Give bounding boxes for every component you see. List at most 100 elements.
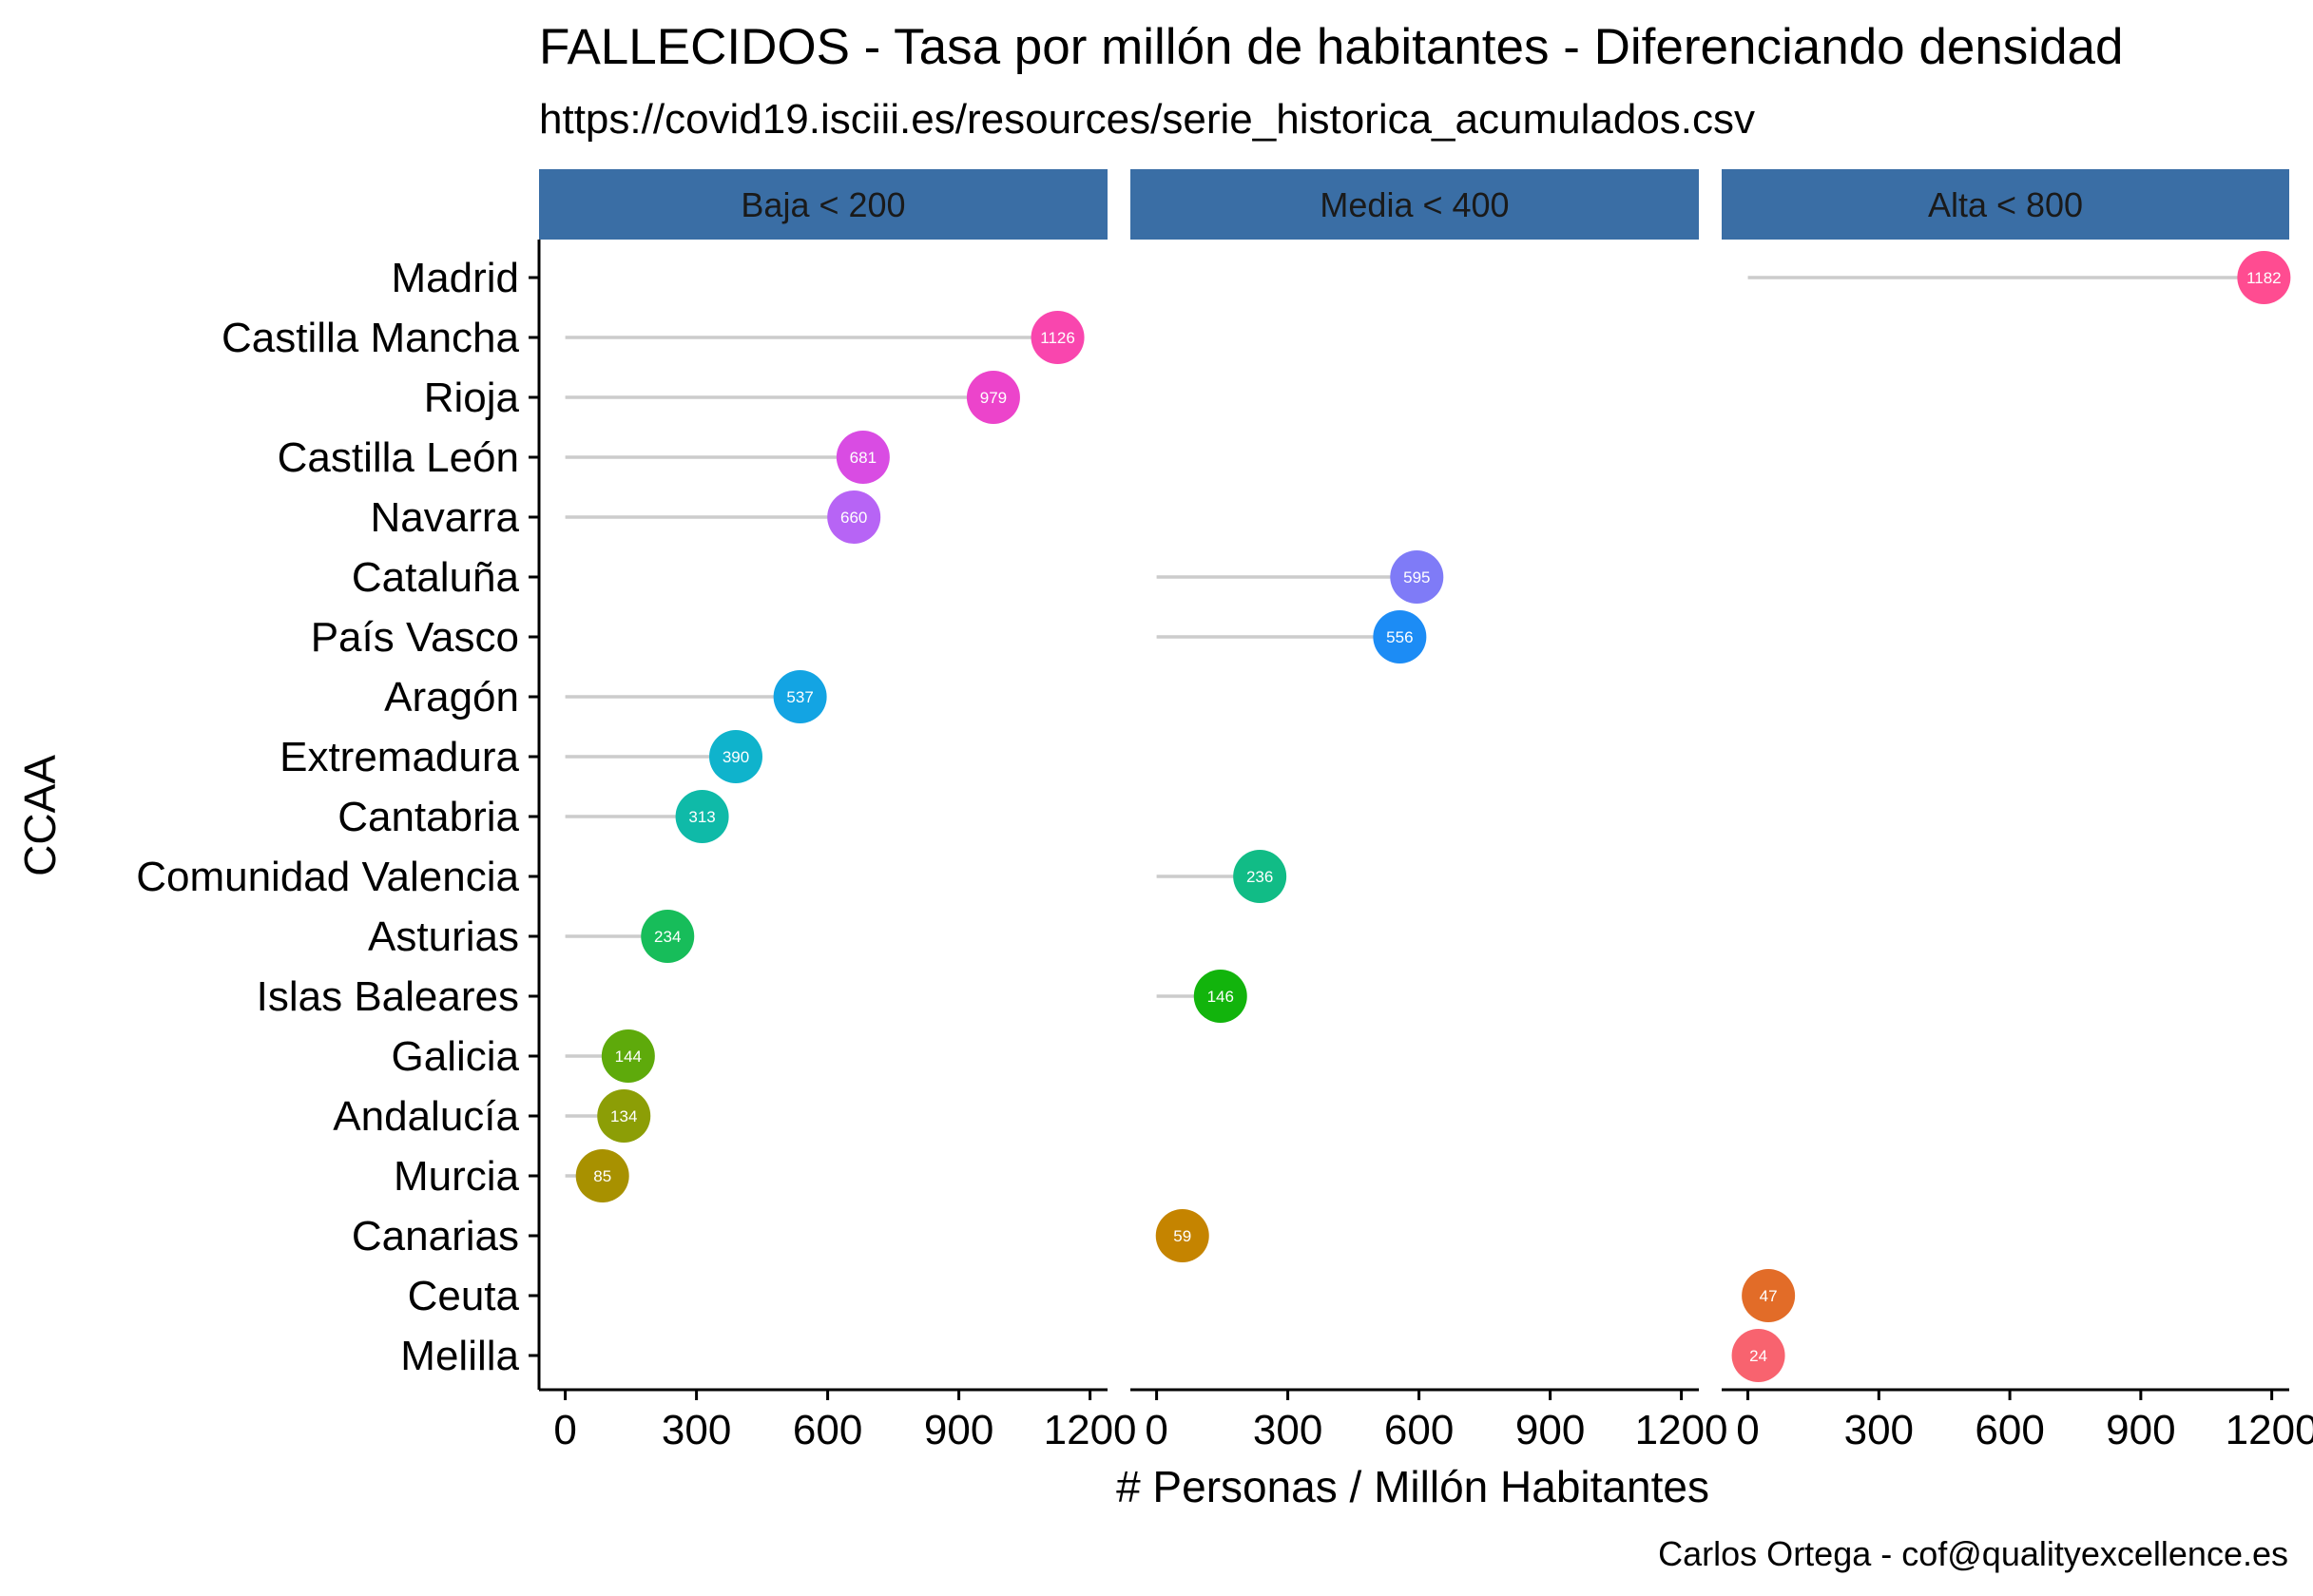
data-point bbox=[675, 790, 729, 843]
lollipop-pais-vasco: 556 bbox=[1156, 610, 1427, 663]
data-label: 979 bbox=[980, 389, 1007, 407]
y-tick-label-aragon: Aragón bbox=[384, 674, 519, 721]
y-tick-label-pais-vasco: País Vasco bbox=[311, 614, 519, 661]
x-tick-label: 600 bbox=[1975, 1407, 2044, 1453]
data-point bbox=[1390, 550, 1444, 604]
lollipop-cataluna: 595 bbox=[1156, 550, 1444, 604]
x-tick-label: 0 bbox=[553, 1407, 576, 1453]
facet-strip bbox=[1722, 169, 2289, 240]
x-tick-label: 1200 bbox=[1635, 1407, 1728, 1453]
data-label: 144 bbox=[615, 1048, 642, 1066]
data-label: 236 bbox=[1246, 868, 1273, 886]
y-tick-label-andalucia: Andalucía bbox=[333, 1093, 519, 1140]
lollipop-murcia: 85 bbox=[565, 1149, 629, 1202]
data-label: 1126 bbox=[1040, 329, 1075, 347]
data-point bbox=[1742, 1269, 1796, 1322]
x-tick-label: 300 bbox=[1253, 1407, 1322, 1453]
x-tick-label: 1200 bbox=[1044, 1407, 1137, 1453]
data-point bbox=[597, 1089, 651, 1143]
data-label: 390 bbox=[723, 748, 749, 766]
facet-strip-label: Alta < 800 bbox=[1928, 185, 2083, 224]
x-tick-label: 600 bbox=[793, 1407, 862, 1453]
lollipop-comunidad-valencia: 236 bbox=[1156, 850, 1287, 903]
data-label: 134 bbox=[610, 1107, 637, 1125]
data-label: 59 bbox=[1173, 1227, 1191, 1245]
x-tick-label: 1200 bbox=[2226, 1407, 2313, 1453]
lollipop-islas-baleares: 146 bbox=[1156, 970, 1247, 1023]
lollipop-castilla-mancha: 1126 bbox=[565, 311, 1085, 364]
y-tick-label-murcia: Murcia bbox=[394, 1153, 520, 1200]
data-label: 24 bbox=[1749, 1347, 1767, 1365]
x-tick-label: 600 bbox=[1384, 1407, 1454, 1453]
data-point bbox=[1155, 1209, 1209, 1262]
facet-panel-2: Media < 400 0 300 600 900 1200 bbox=[1130, 169, 1728, 1453]
chart-subtitle: https://covid19.isciii.es/resources/seri… bbox=[539, 96, 1755, 143]
data-label: 313 bbox=[688, 808, 715, 826]
data-label: 660 bbox=[840, 509, 867, 527]
data-point bbox=[1193, 970, 1247, 1023]
lollipop-galicia: 144 bbox=[565, 1029, 655, 1083]
data-point bbox=[966, 371, 1020, 424]
y-tick-label-canarias: Canarias bbox=[352, 1213, 519, 1259]
y-tick-label-melilla: Melilla bbox=[400, 1333, 519, 1379]
y-tick-label-islas-baleares: Islas Baleares bbox=[257, 973, 519, 1020]
data-label: 85 bbox=[593, 1167, 611, 1185]
data-label: 234 bbox=[654, 928, 681, 946]
facet-strip bbox=[1130, 169, 1699, 240]
lollipop-cantabria: 313 bbox=[565, 790, 729, 843]
data-label: 595 bbox=[1403, 568, 1430, 586]
y-tick-label-rioja: Rioja bbox=[424, 375, 520, 421]
facet-strip-label: Media < 400 bbox=[1320, 185, 1509, 224]
data-label: 681 bbox=[850, 449, 877, 467]
lollipop-canarias: 59 bbox=[1155, 1209, 1209, 1262]
x-tick-label: 300 bbox=[1844, 1407, 1914, 1453]
data-point bbox=[601, 1029, 655, 1083]
y-tick-label-castilla-mancha: Castilla Mancha bbox=[222, 315, 520, 361]
facet-panel-3: Alta < 800 0 300 600 900 1200 bbox=[1722, 169, 2313, 1453]
lollipop-navarra: 660 bbox=[565, 490, 881, 544]
lollipop-aragon: 537 bbox=[565, 670, 827, 723]
x-tick-label: 300 bbox=[662, 1407, 731, 1453]
lollipop-andalucia: 134 bbox=[565, 1089, 651, 1143]
y-tick-label-castilla-leon: Castilla León bbox=[278, 434, 519, 481]
data-point bbox=[1031, 311, 1085, 364]
data-point bbox=[773, 670, 827, 723]
data-point bbox=[641, 910, 695, 963]
y-tick-label-extremadura: Extremadura bbox=[279, 734, 519, 780]
lollipop-melilla: 24 bbox=[1731, 1329, 1785, 1382]
data-point bbox=[709, 730, 762, 783]
x-tick-label: 0 bbox=[1145, 1407, 1167, 1453]
facet-strip bbox=[539, 169, 1108, 240]
y-tick-label-madrid: Madrid bbox=[392, 255, 520, 301]
lollipop-castilla-leon: 681 bbox=[565, 431, 890, 484]
data-point bbox=[1233, 850, 1287, 903]
data-point bbox=[2237, 251, 2291, 304]
chart-title: FALLECIDOS - Tasa por millón de habitant… bbox=[539, 19, 2124, 75]
y-tick-label-ceuta: Ceuta bbox=[408, 1273, 520, 1319]
x-axis-title: # Personas / Millón Habitantes bbox=[1116, 1462, 1709, 1511]
lollipop-rioja: 979 bbox=[565, 371, 1020, 424]
y-axis: Madrid Castilla Mancha Rioja Castilla León N… bbox=[136, 240, 541, 1390]
y-tick-label-navarra: Navarra bbox=[371, 494, 520, 541]
data-point bbox=[575, 1149, 629, 1202]
data-label: 146 bbox=[1207, 988, 1234, 1006]
x-tick-label: 0 bbox=[1736, 1407, 1759, 1453]
y-tick-label-cataluna: Cataluña bbox=[352, 554, 520, 601]
data-label: 1182 bbox=[2246, 269, 2282, 287]
x-tick-label: 900 bbox=[1515, 1407, 1585, 1453]
lollipop-extremadura: 390 bbox=[565, 730, 762, 783]
chart-caption: Carlos Ortega - cof@qualityexcellence.es bbox=[1658, 1534, 2288, 1573]
facet-panel-1: Baja < 200 0 300 600 900 1200 bbox=[539, 169, 1137, 1453]
data-point bbox=[827, 490, 881, 544]
data-label: 556 bbox=[1386, 628, 1413, 646]
facet-strip-label: Baja < 200 bbox=[741, 185, 905, 224]
y-tick-label-comunidad-valencia: Comunidad Valencia bbox=[136, 854, 519, 900]
data-label: 537 bbox=[786, 688, 813, 706]
x-tick-label: 900 bbox=[2106, 1407, 2175, 1453]
x-tick-label: 900 bbox=[924, 1407, 993, 1453]
y-tick-label-asturias: Asturias bbox=[368, 913, 519, 960]
y-tick-label-galicia: Galicia bbox=[392, 1033, 520, 1080]
data-label: 47 bbox=[1760, 1287, 1778, 1305]
facet-panels: Baja < 200 0 300 600 900 1200 Media < 400 0 300 6… bbox=[539, 169, 2313, 1453]
